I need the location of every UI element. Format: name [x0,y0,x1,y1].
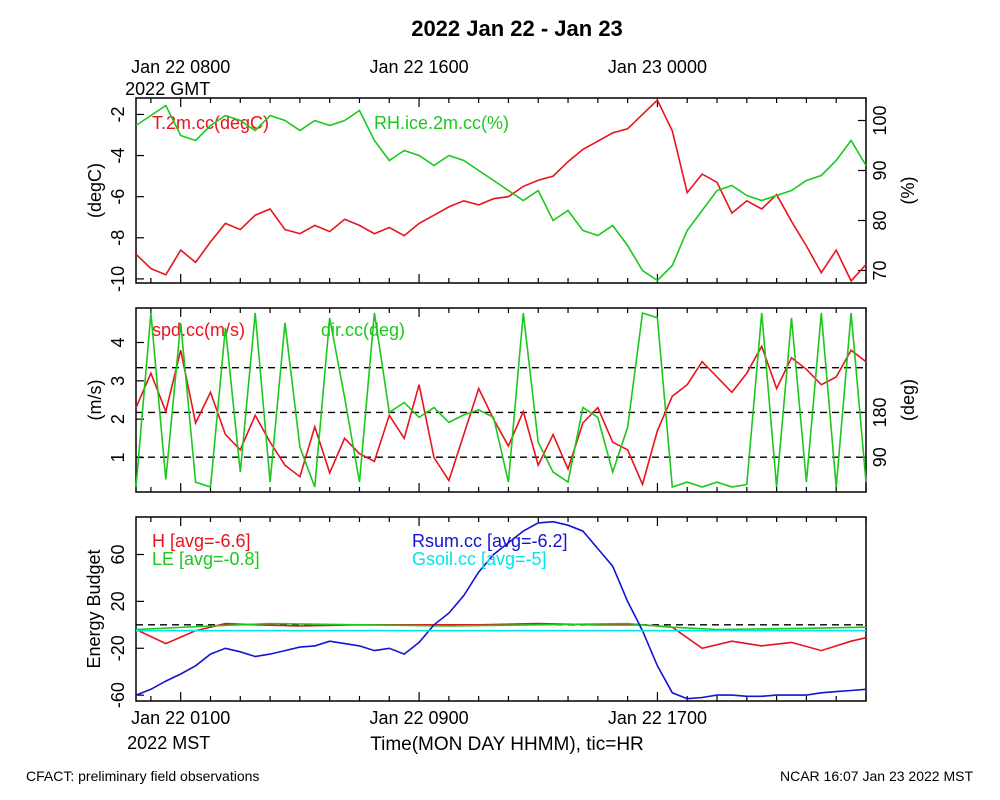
series-line-h-avg-6-6 [135,622,867,652]
series-label-le-avg-0-8: LE [avg=-0.8] [152,549,260,569]
series-label-rh-ice-2m-cc: RH.ice.2m.cc(%) [374,113,509,133]
top-time-label-line2: 2022 GMT [125,79,210,99]
x-axis-label: Time(MON DAY HHMM), tic=HR [370,734,644,755]
y-tick-label: 20 [108,591,128,611]
series-line-rh-ice-2m-cc [135,104,867,282]
top-time-label: Jan 22 1600 [370,57,469,77]
bottom-time-label: Jan 22 0900 [370,708,469,728]
y-right-tick-label: 180 [870,397,890,427]
plot-frame [135,307,867,493]
temperature-humidity-panel: -2 -4 -6 -8 -10 (degC) 100 90 80 70 (%) T.2m.cc(deg… [85,97,918,292]
series-label-rsum-cc-avg-6-2: Rsum.cc [avg=-6.2] [412,531,568,551]
bottom-time-label: Jan 22 1700 [608,708,707,728]
bottom-time-label-line2: 2022 MST [127,733,210,753]
footer-right: NCAR 16:07 Jan 23 2022 MST [780,768,973,784]
y-tick-label: -10 [108,266,128,292]
top-time-label: Jan 23 0000 [608,57,707,77]
y-axis-label: Energy Budget [84,549,104,668]
series-line-rsum-cc-avg-6-2 [135,520,867,700]
y-right-tick-label: 90 [870,447,890,467]
wind-panel: 1 2 3 4 (m/s) 90 180 (deg) spd.cc(m/s) dir.cc(deg… [85,307,918,493]
y-tick-label: -2 [108,106,128,122]
series-line-spd-cc-m-s [135,344,867,487]
series-label-t-2m-cc-degc: T.2m.cc(degC) [152,113,269,133]
y-right-tick-label: 70 [870,260,890,280]
y-tick-label: 2 [108,414,128,424]
plot-frame [135,516,867,702]
y-tick-label: -4 [108,148,128,164]
y-axis-label: (m/s) [85,380,105,421]
y-tick-label: 60 [108,544,128,564]
y-tick-label: -6 [108,189,128,205]
top-time-label: Jan 22 0800 [131,57,230,77]
series-label-dir-cc-deg: dir.cc(deg) [321,320,405,340]
y-tick-label: -20 [108,635,128,661]
bottom-time-axis: Jan 22 0100 2022 MST Jan 22 0900 Jan 22 170… [127,708,707,753]
bottom-time-label: Jan 22 0100 [131,708,230,728]
y-tick-label: -60 [108,682,128,708]
series-line-t-2m-cc-degc [135,98,867,283]
series-label-gsoil-cc-avg-5: Gsoil.cc [avg=-5] [412,549,547,569]
series-label-h-avg-6-6: H [avg=-6.6] [152,531,251,551]
y-right-axis-label: (deg) [898,379,918,421]
y-tick-label: -8 [108,230,128,246]
y-right-tick-label: 100 [870,105,890,135]
footer-left: CFACT: preliminary field observations [26,768,259,784]
y-right-tick-label: 80 [870,210,890,230]
plot-frame [135,97,867,284]
y-right-axis-label: (%) [898,177,918,205]
series-label-spd-cc-m-s: spd.cc(m/s) [152,320,245,340]
y-axis-label: (degC) [85,163,105,218]
series-line-dir-cc-deg [135,311,867,489]
y-right-tick-label: 90 [870,160,890,180]
y-tick-label: 1 [108,452,128,462]
series-line-le-avg-0-8 [135,622,867,631]
y-tick-label: 3 [108,376,128,386]
y-tick-label: 4 [108,337,128,347]
chart-title: 2022 Jan 22 - Jan 23 [411,16,623,41]
